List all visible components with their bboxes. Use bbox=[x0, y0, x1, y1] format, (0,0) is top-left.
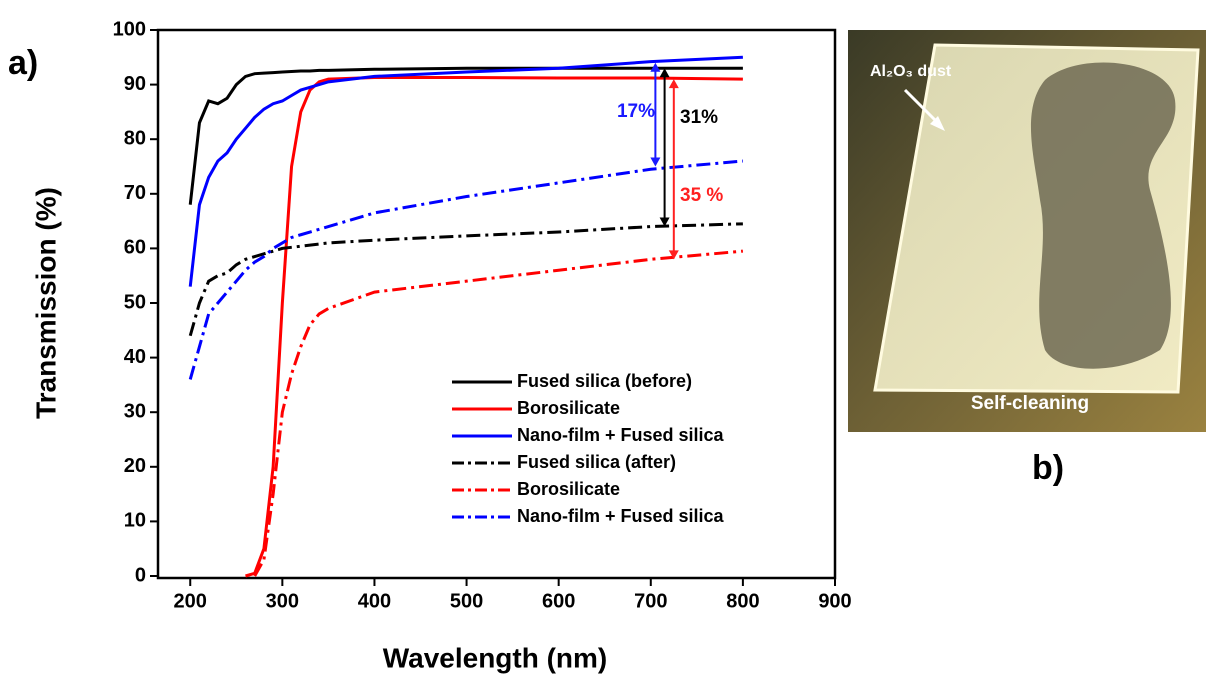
y-tick-label: 60 bbox=[124, 237, 146, 259]
legend-label: Nano-film + Fused silica bbox=[517, 506, 725, 526]
legend-label: Fused silica (after) bbox=[517, 452, 676, 472]
series-line bbox=[255, 251, 743, 576]
photo-panel: Al₂O₃ dust Self-cleaning b) bbox=[848, 30, 1206, 487]
series-line bbox=[190, 161, 743, 379]
series-line bbox=[190, 68, 743, 205]
x-axis-label: Wavelength (nm) bbox=[383, 642, 608, 673]
y-tick-label: 90 bbox=[124, 73, 146, 95]
clean-label: Self-cleaning bbox=[971, 393, 1089, 414]
y-tick-label: 50 bbox=[124, 291, 146, 313]
annotation: 35 % bbox=[680, 185, 723, 206]
x-tick-label: 700 bbox=[634, 590, 667, 612]
figure: a) Wavelength (nm) Transmission (%) Al₂O… bbox=[0, 0, 1215, 681]
y-tick-label: 30 bbox=[124, 400, 146, 422]
panel-label: b) bbox=[1032, 449, 1064, 487]
legend-label: Borosilicate bbox=[517, 479, 620, 499]
dust-label: Al₂O₃ dust bbox=[870, 63, 952, 80]
y-tick-label: 70 bbox=[124, 182, 146, 204]
y-tick-label: 20 bbox=[124, 455, 146, 477]
annotation: 17% bbox=[617, 101, 655, 122]
arrow-head bbox=[650, 158, 660, 167]
panel-label: a) bbox=[8, 44, 38, 82]
x-tick-label: 400 bbox=[358, 590, 391, 612]
annotation: 31% bbox=[680, 107, 718, 128]
x-tick-label: 300 bbox=[266, 590, 299, 612]
legend-label: Fused silica (before) bbox=[517, 371, 692, 391]
y-tick-label: 0 bbox=[135, 564, 146, 586]
cleaned-area bbox=[1031, 63, 1175, 369]
y-tick-label: 10 bbox=[124, 510, 146, 532]
y-tick-label: 80 bbox=[124, 127, 146, 149]
y-tick-label: 100 bbox=[113, 18, 146, 40]
legend-label: Nano-film + Fused silica bbox=[517, 425, 725, 445]
series-line bbox=[246, 78, 743, 576]
arrow-head bbox=[669, 79, 679, 88]
x-tick-label: 800 bbox=[726, 590, 759, 612]
y-axis-label: Transmission (%) bbox=[30, 187, 61, 419]
x-tick-label: 900 bbox=[818, 590, 851, 612]
y-tick-label: 40 bbox=[124, 346, 146, 368]
x-tick-label: 600 bbox=[542, 590, 575, 612]
x-tick-label: 200 bbox=[174, 590, 207, 612]
legend-label: Borosilicate bbox=[517, 398, 620, 418]
x-tick-label: 500 bbox=[450, 590, 483, 612]
